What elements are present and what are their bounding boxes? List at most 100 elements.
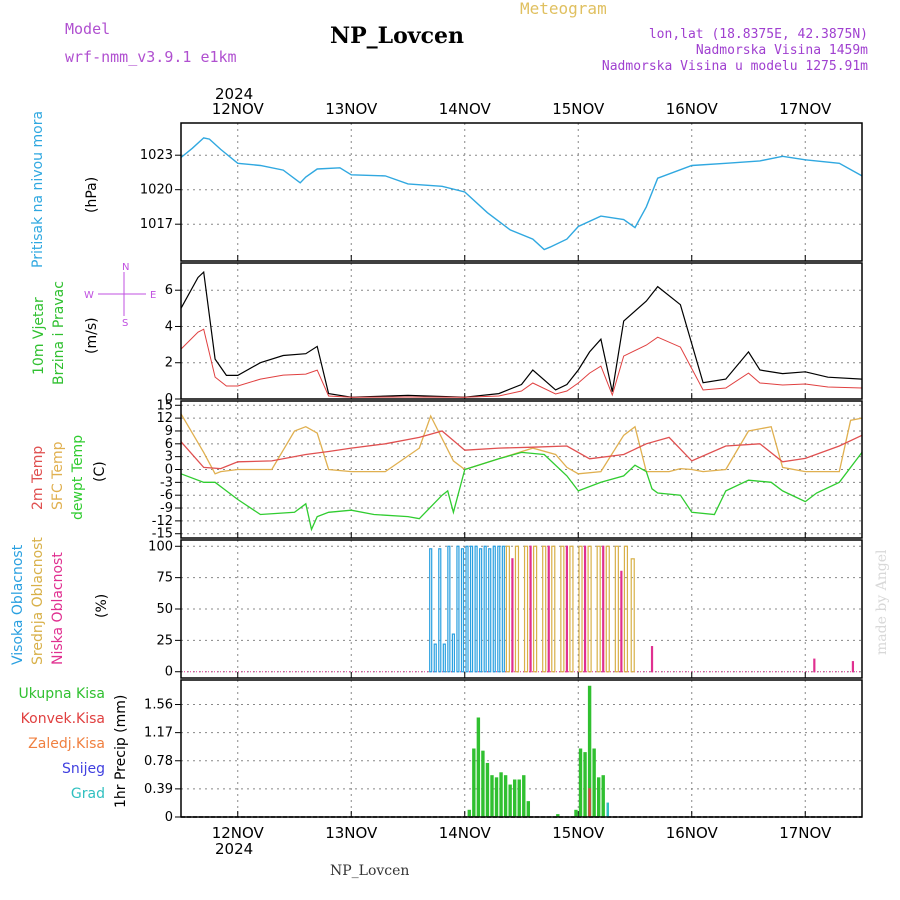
- high-cloud-bar: [433, 643, 437, 673]
- low-cloud-bar: [511, 558, 514, 673]
- model-altitude-label: Nadmorska Visina u modelu 1275.91m: [602, 59, 868, 74]
- altitude-label: Nadmorska Visina 1459m: [696, 43, 868, 58]
- mid-cloud-bar: [614, 545, 619, 673]
- y-tick-label: 1023: [140, 148, 173, 163]
- high-cloud-bar: [497, 545, 501, 673]
- high-cloud-bar: [460, 548, 465, 673]
- mid-cloud-bar: [533, 545, 538, 673]
- footer-station: NP_Lovcen: [330, 863, 409, 879]
- lonlat-label: lon,lat (18.8375E, 42.3875N): [649, 27, 868, 42]
- wind-unit-label: (m/s): [84, 317, 100, 354]
- rain-bar: [522, 775, 526, 817]
- y-tick-label: 1.56: [144, 698, 173, 713]
- rain-bar: [592, 748, 596, 817]
- watermark: made by Angel: [874, 549, 890, 655]
- rain-bar: [490, 775, 494, 817]
- high-cloud-bar: [447, 545, 451, 673]
- low-cloud-bar: [851, 661, 855, 673]
- wind-compass-icon: N S W E: [84, 262, 156, 329]
- low-cloud-bar: [813, 658, 816, 673]
- y-tick-label: 1017: [140, 217, 173, 232]
- rain-bar: [587, 685, 592, 817]
- pressure-unit-label: (hPa): [84, 177, 100, 213]
- high-cloud-bar: [488, 548, 492, 673]
- mid-cloud-bar: [551, 545, 556, 673]
- pressure-line: [180, 137, 863, 251]
- precip-legend-item: Ukupna Kisa: [18, 686, 105, 702]
- dewpoint-line: [180, 451, 863, 532]
- high-cloud-bar: [501, 545, 505, 673]
- y-tick-label: 0: [165, 810, 173, 825]
- bottom-day-label: 12NOV: [212, 824, 265, 842]
- y-tick-label: -3: [160, 475, 173, 490]
- mid-cloud-bar: [578, 545, 583, 673]
- y-tick-label: 50: [156, 602, 173, 617]
- rain-bar: [596, 777, 601, 817]
- rain-bar: [601, 775, 605, 817]
- model-label: Model: [65, 20, 110, 38]
- panel-frame: [180, 400, 863, 539]
- rain-bar: [467, 809, 471, 817]
- station-title: NP_Lovcen: [330, 23, 464, 49]
- cloud-unit-label: (%): [94, 594, 110, 618]
- y-tick-label: 2: [165, 356, 173, 371]
- wind-axis-label-1: 10m Vjetar: [31, 297, 47, 375]
- temp-sfc-label: SFC Temp: [50, 441, 66, 510]
- rain-bar: [578, 748, 583, 817]
- rain-bar: [583, 752, 587, 817]
- low-cloud-bar: [529, 545, 532, 673]
- panel-frame: [180, 539, 863, 679]
- mid-cloud-bar: [569, 545, 574, 673]
- top-day-label: 15NOV: [552, 100, 605, 118]
- bottom-day-label: 16NOV: [666, 824, 719, 842]
- y-tick-label: 6: [165, 437, 173, 452]
- y-tick-label: 6: [165, 283, 173, 298]
- compass-e: E: [150, 290, 156, 301]
- mid-cloud-bar: [596, 545, 601, 673]
- rain-bar: [481, 750, 485, 817]
- rain-bar: [472, 748, 476, 817]
- mid-cloud-bar: [523, 545, 529, 673]
- high-cloud-bar: [438, 548, 442, 673]
- y-tick-label: 0: [165, 665, 173, 680]
- low-cloud-bar: [583, 545, 587, 673]
- mid-cloud-label: Srednja Oblacnost: [30, 537, 46, 665]
- top-day-label: 13NOV: [325, 100, 378, 118]
- y-tick-label: -12: [152, 514, 173, 529]
- bottom-day-label: 14NOV: [439, 824, 492, 842]
- y-tick-label: 25: [156, 633, 173, 648]
- high-cloud-bar: [492, 545, 496, 673]
- top-day-label: 16NOV: [666, 100, 719, 118]
- high-cloud-bar: [474, 545, 478, 673]
- wind-speed-line: [180, 270, 863, 398]
- low-cloud-label: Niska Oblacnost: [50, 552, 66, 665]
- rain-bar: [503, 775, 508, 817]
- sfc-temp-line: [180, 413, 863, 475]
- low-cloud-bar: [620, 570, 623, 673]
- rain-bar: [494, 777, 499, 817]
- y-tick-label: 1020: [140, 183, 173, 198]
- precip-legend: Ukupna Kisa Konvek.Kisa Zaledj.Kisa Snijeg G…: [18, 686, 105, 802]
- bottom-day-label: 15NOV: [552, 824, 605, 842]
- compass-w: W: [84, 290, 94, 301]
- rain-bar: [512, 779, 517, 817]
- precip-panel: 0 0.39 0.78 1.17 1.56: [144, 679, 863, 825]
- precip-legend-item: Zaledj.Kisa: [28, 736, 105, 752]
- top-day-label: 12NOV: [212, 100, 265, 118]
- y-tick-label: 0.78: [144, 754, 173, 769]
- convective-bar: [588, 788, 591, 817]
- y-tick-label: 75: [156, 571, 173, 586]
- bottom-year-label: 2024: [215, 840, 253, 858]
- precip-legend-item: Snijeg: [62, 761, 105, 777]
- low-cloud-bar: [547, 545, 550, 673]
- y-tick-label: -6: [160, 488, 173, 503]
- rain-bar: [485, 762, 490, 817]
- panel-frame: [180, 122, 863, 262]
- precip-legend-item: Grad: [71, 786, 105, 802]
- rain-bar: [508, 784, 512, 817]
- y-tick-label: 9: [165, 424, 173, 439]
- high-cloud-bar: [465, 545, 469, 673]
- compass-s: S: [122, 318, 128, 329]
- pressure-axis-label: Pritisak na nivou mora: [30, 111, 46, 268]
